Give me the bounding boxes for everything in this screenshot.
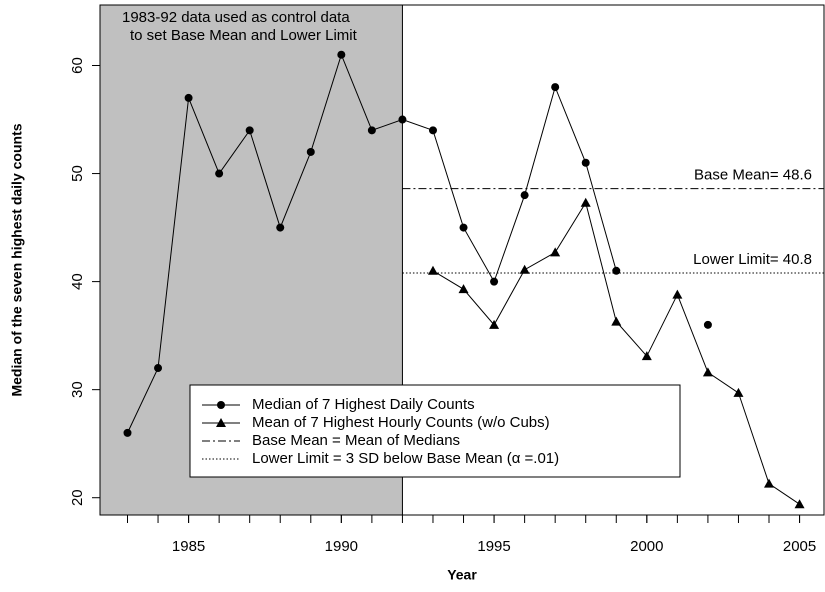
point [551, 83, 560, 92]
point [550, 247, 561, 257]
y-tick-label: 30 [69, 381, 86, 398]
point [276, 223, 285, 232]
y-tick-label: 60 [69, 57, 86, 74]
x-tick-label: 1985 [172, 538, 205, 555]
y-axis-label: Median of the seven highest daily counts [9, 123, 25, 396]
point [428, 126, 437, 135]
x-tick-label: 2005 [783, 538, 816, 555]
annotation: 1983-92 data used as control data [122, 9, 350, 26]
y-tick-label: 20 [69, 489, 86, 506]
point [702, 367, 713, 377]
point [794, 499, 805, 509]
point [519, 264, 530, 274]
point [458, 284, 469, 294]
point [217, 401, 225, 409]
x-axis-label: Year [447, 567, 477, 583]
reference-label: Lower Limit= 40.8 [693, 251, 812, 268]
reference-label: Base Mean= 48.6 [694, 167, 812, 184]
x-tick-label: 1995 [477, 538, 510, 555]
point [184, 93, 193, 102]
annotation: to set Base Mean and Lower Limit [130, 27, 358, 44]
point [733, 387, 744, 397]
point [216, 418, 226, 427]
y-tick-label: 50 [69, 165, 86, 182]
point [245, 126, 254, 135]
point [489, 319, 500, 329]
legend-label: Base Mean = Mean of Medians [252, 432, 460, 449]
point [612, 266, 621, 275]
point [306, 147, 315, 156]
point [215, 169, 224, 178]
point [398, 115, 407, 124]
point [641, 351, 652, 361]
plot-frame [99, 4, 825, 516]
point [703, 320, 712, 329]
point [427, 265, 438, 275]
point [581, 158, 590, 167]
point [764, 478, 775, 488]
legend-label: Lower Limit = 3 SD below Base Mean (α =.… [252, 450, 559, 467]
y-tick-label: 40 [69, 273, 86, 290]
point [337, 50, 346, 59]
point [611, 316, 622, 326]
point [520, 191, 529, 200]
legend-label: Median of 7 Highest Daily Counts [252, 396, 475, 413]
legend-label: Mean of 7 Highest Hourly Counts (w/o Cub… [252, 414, 550, 431]
point [123, 428, 132, 437]
point [580, 197, 591, 207]
x-tick-label: 1990 [325, 538, 358, 555]
point [367, 126, 376, 135]
point [490, 277, 499, 286]
point [154, 364, 163, 373]
point [672, 289, 683, 299]
x-tick-label: 2000 [630, 538, 663, 555]
legend-box [189, 384, 681, 478]
point [459, 223, 468, 232]
